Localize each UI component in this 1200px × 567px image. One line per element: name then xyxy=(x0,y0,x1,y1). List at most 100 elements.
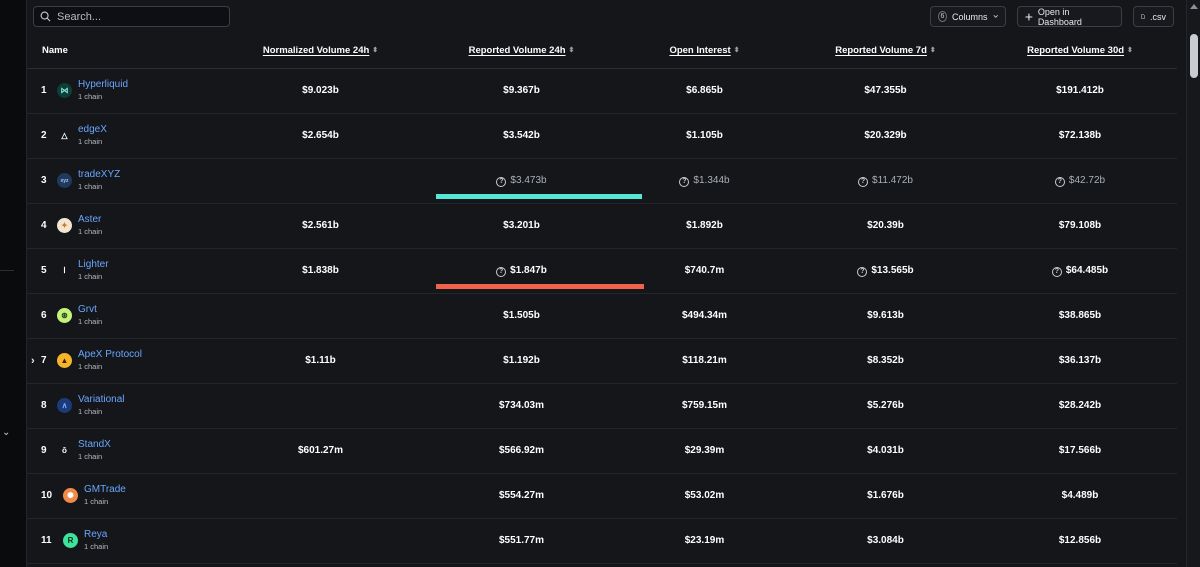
table-row[interactable]: 1 ⋈ Hyperliquid 1 chain $9.023b $9.367b $… xyxy=(27,68,1177,113)
protocol-link[interactable]: tradeXYZ xyxy=(78,169,121,180)
help-icon[interactable]: ? xyxy=(496,266,507,277)
scroll-up-arrow-icon[interactable] xyxy=(1190,4,1198,9)
csv-download-button[interactable]: .csv xyxy=(1133,6,1174,27)
open-in-dashboard-button[interactable]: Open in Dashboard xyxy=(1017,6,1122,27)
rank: 11 xyxy=(41,535,52,546)
cell-reported-7d: $20.329b xyxy=(864,130,907,141)
toolbar: 6 Columns Open in Dashboard .csv xyxy=(27,0,1186,34)
table-row[interactable]: 4 ✦ Aster 1 chain $2.561b $3.201b $1.892b… xyxy=(27,203,1177,248)
help-icon[interactable]: ? xyxy=(1051,266,1062,277)
cell-reported-24h: $734.03m xyxy=(498,400,545,411)
table-row[interactable]: 9 ō StandX 1 chain $601.27m $566.92m $29.… xyxy=(27,428,1177,473)
table-row[interactable]: 10 ✺ GMTrade 1 chain $554.27m $53.02m $1.… xyxy=(27,473,1177,518)
columns-button[interactable]: 6 Columns xyxy=(930,6,1006,27)
header-reported-volume-24h[interactable]: Reported Volume 24h ⬍ xyxy=(422,34,621,69)
cell-reported-7d: $9.613b xyxy=(867,310,904,321)
header-normalized-volume-24h[interactable]: Normalized Volume 24h ⬍ xyxy=(219,34,422,69)
chevron-right-icon[interactable]: › xyxy=(31,354,35,367)
table-row[interactable]: 6 ⊛ Grvt 1 chain $1.505b $494.34m $9.613b… xyxy=(27,293,1177,338)
cell-reported-30d: $72.138b xyxy=(1058,130,1102,141)
protocol-link[interactable]: Variational xyxy=(78,394,125,405)
search-input[interactable] xyxy=(57,10,217,23)
protocols-table: Name Normalized Volume 24h ⬍ Reported Vol… xyxy=(27,34,1177,564)
cell-reported-7d: ? $11.472b xyxy=(788,158,983,203)
rank: 9 xyxy=(41,445,47,456)
help-icon[interactable]: ? xyxy=(679,176,690,187)
cell-normalized-24h: $1.11b xyxy=(305,355,336,366)
cell-normalized-24h: $1.838b xyxy=(302,265,339,276)
protocol-link[interactable]: edgeX xyxy=(78,124,107,135)
sort-icon: ⬍ xyxy=(372,47,379,55)
table-header-row: Name Normalized Volume 24h ⬍ Reported Vol… xyxy=(27,34,1177,69)
chain-count: 1 chain xyxy=(78,137,103,146)
protocol-link[interactable]: Hyperliquid xyxy=(78,79,129,90)
chain-count: 1 chain xyxy=(78,407,103,416)
cell-reported-30d: $12.856b xyxy=(1058,535,1102,546)
chain-count: 1 chain xyxy=(78,362,103,371)
header-reported-volume-30d[interactable]: Reported Volume 30d ⬍ xyxy=(983,34,1177,69)
grvt-logo-icon: ⊛ xyxy=(57,308,72,323)
cell-open-interest: $494.34m xyxy=(681,310,728,321)
protocol-link[interactable]: StandX xyxy=(78,439,111,450)
protocol-link[interactable]: Aster xyxy=(78,214,102,225)
protocol-link[interactable]: Lighter xyxy=(78,259,109,270)
rank: 4 xyxy=(41,220,47,231)
protocol-link[interactable]: Grvt xyxy=(78,304,97,315)
chain-count: 1 chain xyxy=(78,92,103,101)
header-name[interactable]: Name xyxy=(27,34,219,69)
cell-normalized-24h: $601.27m xyxy=(297,445,344,456)
sort-icon: ⬍ xyxy=(1127,47,1133,55)
cell-reported-24h: $3.542b xyxy=(503,130,540,141)
cell-open-interest: $118.21m xyxy=(682,355,727,366)
sort-icon: ⬍ xyxy=(733,47,740,55)
cell-normalized-24h xyxy=(219,473,422,518)
cell-reported-24h: $554.27m xyxy=(498,490,545,501)
help-icon[interactable]: ? xyxy=(496,176,507,187)
sort-icon: ⬍ xyxy=(929,47,936,55)
cell-normalized-24h xyxy=(219,383,422,428)
header-reported-volume-7d[interactable]: Reported Volume 7d ⬍ xyxy=(788,34,983,69)
cell-open-interest: $6.865b xyxy=(686,85,723,96)
chain-count: 1 chain xyxy=(78,317,103,326)
table-row[interactable]: 11 R Reya 1 chain $551.77m $23.19m $3.084… xyxy=(27,518,1177,563)
header-open-interest[interactable]: Open Interest ⬍ xyxy=(621,34,788,69)
cell-normalized-24h xyxy=(219,518,422,563)
table-row[interactable]: › 7 ▲ ApeX Protocol 1 chain $1.11b $1.192… xyxy=(27,338,1177,383)
chevron-down-icon xyxy=(993,15,998,18)
table-row[interactable]: 3 xyz tradeXYZ 1 chain ? $3.473b ? $1.344b … xyxy=(27,158,1177,203)
cell-reported-24h: ? $3.473b xyxy=(422,158,642,203)
cell-reported-7d: $47.355b xyxy=(864,85,907,96)
chain-count: 1 chain xyxy=(84,542,109,551)
cell-open-interest: $29.39m xyxy=(684,445,725,456)
cell-reported-24h: $1.505b xyxy=(503,310,540,321)
cell-reported-7d: $20.39b xyxy=(867,220,904,231)
scroll-thumb[interactable] xyxy=(1190,34,1198,78)
columns-count-badge: 6 xyxy=(938,11,948,22)
table-row[interactable]: 8 ∧ Variational 1 chain $734.03m $759.15m… xyxy=(27,383,1177,428)
search-box[interactable] xyxy=(33,6,230,27)
help-icon[interactable]: ? xyxy=(858,176,869,187)
standx-logo-icon: ō xyxy=(57,443,72,458)
open-in-dashboard-label: Open in Dashboard xyxy=(1037,6,1082,27)
chevron-down-icon[interactable]: ⌄ xyxy=(2,427,11,438)
table-row[interactable]: 5 ⅼ Lighter 1 chain $1.838b ? $1.847b $740… xyxy=(27,248,1177,293)
chain-count: 1 chain xyxy=(78,452,103,461)
table-row[interactable]: 2 △ edgeX 1 chain $2.654b $3.542b $1.105b… xyxy=(27,113,1177,158)
cell-open-interest: $740.7m xyxy=(684,265,725,276)
chain-count: 1 chain xyxy=(78,272,103,281)
csv-label: .csv xyxy=(1149,11,1166,22)
help-icon[interactable]: ? xyxy=(857,266,868,277)
cell-reported-24h: $9.367b xyxy=(503,85,540,96)
protocol-link[interactable]: GMTrade xyxy=(84,484,126,495)
help-icon[interactable]: ? xyxy=(1054,176,1065,187)
gmtrade-logo-icon: ✺ xyxy=(63,488,78,503)
cell-reported-30d: $191.412b xyxy=(1056,85,1104,96)
vertical-scrollbar[interactable] xyxy=(1186,0,1200,567)
protocol-link[interactable]: Reya xyxy=(84,529,108,540)
protocol-link[interactable]: ApeX Protocol xyxy=(78,349,142,360)
cell-reported-7d: ? $13.565b xyxy=(788,248,983,293)
highlight-bar-cyan xyxy=(436,193,642,199)
cell-open-interest: ? $1.344b xyxy=(621,158,788,203)
cell-normalized-24h xyxy=(219,293,422,338)
